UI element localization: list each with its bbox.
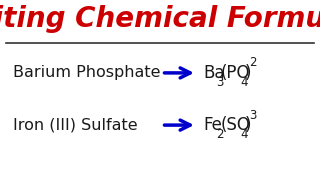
Text: (PO: (PO bbox=[221, 64, 250, 82]
Text: Ba: Ba bbox=[203, 64, 225, 82]
Text: Barium Phosphate: Barium Phosphate bbox=[13, 65, 160, 80]
Text: 2: 2 bbox=[250, 57, 257, 69]
Text: Fe: Fe bbox=[203, 116, 222, 134]
Text: 4: 4 bbox=[240, 129, 247, 141]
Text: 3: 3 bbox=[216, 76, 223, 89]
Text: ): ) bbox=[244, 64, 251, 82]
Text: Writing Chemical Formulas: Writing Chemical Formulas bbox=[0, 5, 320, 33]
Text: ): ) bbox=[244, 116, 251, 134]
Text: 3: 3 bbox=[250, 109, 257, 122]
Text: Iron (III) Sulfate: Iron (III) Sulfate bbox=[13, 118, 137, 133]
Text: 4: 4 bbox=[240, 76, 247, 89]
Text: 2: 2 bbox=[216, 129, 223, 141]
Text: (SO: (SO bbox=[221, 116, 251, 134]
